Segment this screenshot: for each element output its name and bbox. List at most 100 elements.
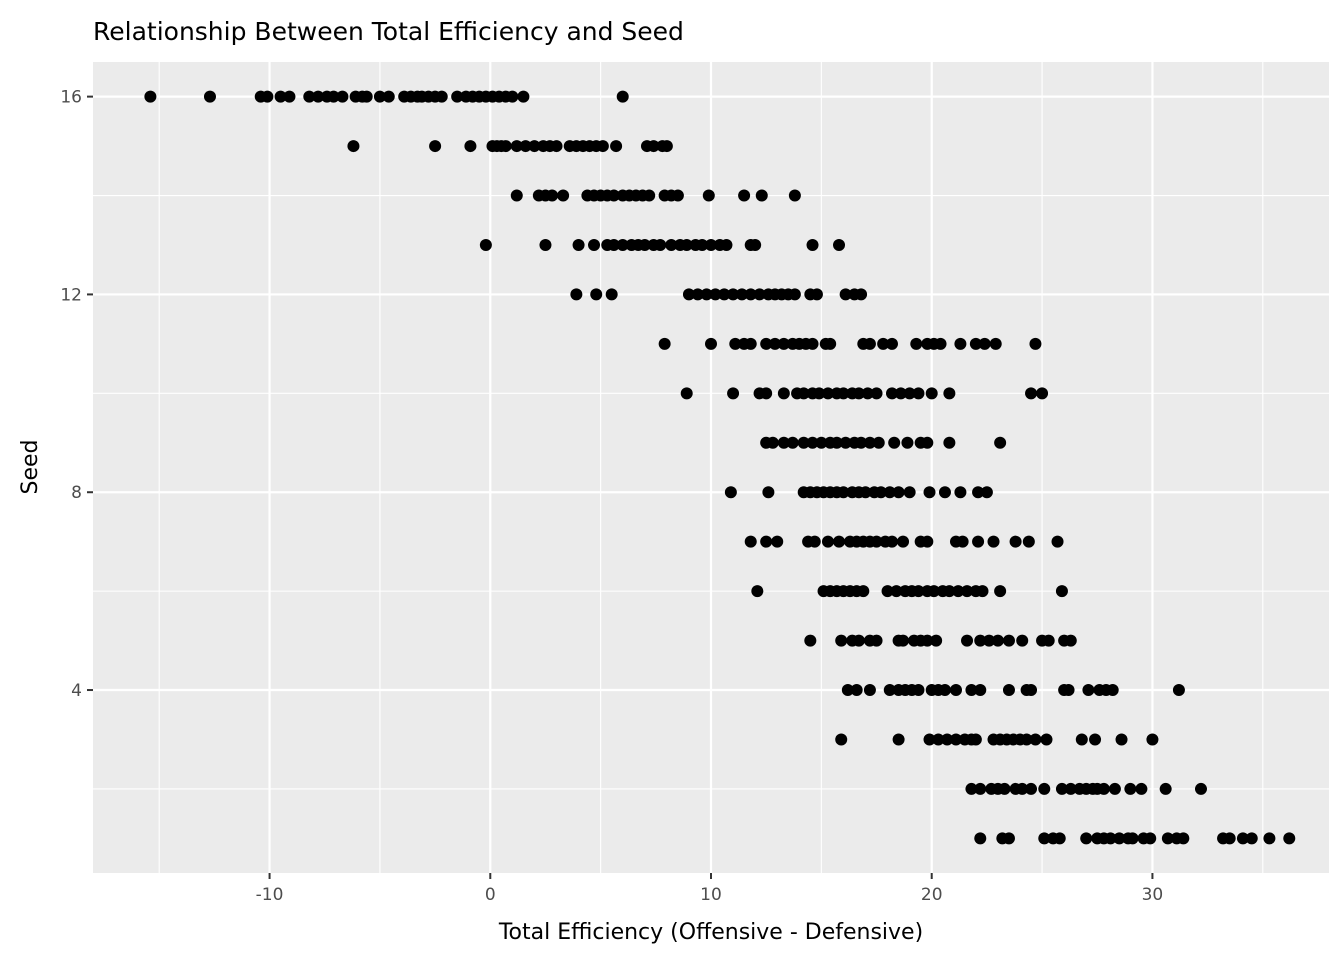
- data-point: [1055, 585, 1068, 598]
- data-point: [994, 436, 1007, 449]
- data-point: [382, 90, 395, 103]
- x-tick-label: 0: [485, 885, 496, 905]
- data-point: [1144, 832, 1157, 845]
- data-point: [510, 140, 523, 153]
- x-axis: -10 0 10 20 30: [256, 873, 1164, 905]
- data-point: [892, 486, 905, 499]
- y-tick-label: 4: [71, 681, 82, 701]
- data-point: [852, 634, 865, 647]
- data-point: [760, 535, 773, 548]
- data-point: [850, 684, 863, 697]
- y-axis: 4 8 12 16: [60, 88, 93, 701]
- data-point: [347, 140, 360, 153]
- data-point: [874, 486, 887, 499]
- data-point: [969, 337, 982, 350]
- data-point: [1051, 535, 1064, 548]
- data-point: [1025, 387, 1038, 400]
- data-point: [435, 90, 448, 103]
- data-point: [464, 140, 477, 153]
- data-point: [1159, 782, 1172, 795]
- data-point: [786, 436, 799, 449]
- data-point: [738, 189, 751, 202]
- data-point: [897, 535, 910, 548]
- data-point: [572, 238, 585, 251]
- data-point: [360, 90, 373, 103]
- data-point: [654, 238, 667, 251]
- data-point: [910, 337, 923, 350]
- data-point: [859, 486, 872, 499]
- data-point: [965, 684, 978, 697]
- data-point: [517, 90, 530, 103]
- data-point: [1236, 832, 1249, 845]
- data-point: [841, 684, 854, 697]
- x-tick-label: 30: [1142, 885, 1164, 905]
- data-point: [283, 90, 296, 103]
- data-point: [954, 486, 967, 499]
- data-point: [1025, 782, 1038, 795]
- data-point: [921, 535, 934, 548]
- data-point: [1146, 733, 1159, 746]
- x-tick-label: -10: [256, 885, 284, 905]
- data-point: [570, 288, 583, 301]
- data-point: [1097, 782, 1110, 795]
- data-point: [727, 288, 740, 301]
- data-point: [680, 387, 693, 400]
- data-point: [588, 238, 601, 251]
- data-point: [744, 535, 757, 548]
- data-point: [835, 733, 848, 746]
- data-point: [1223, 832, 1236, 845]
- data-point: [965, 782, 978, 795]
- data-point: [700, 288, 713, 301]
- data-point: [839, 436, 852, 449]
- data-point: [901, 436, 914, 449]
- data-point: [788, 288, 801, 301]
- data-point: [590, 288, 603, 301]
- data-point: [943, 436, 956, 449]
- data-point: [643, 189, 656, 202]
- data-point: [616, 238, 629, 251]
- data-point: [1064, 634, 1077, 647]
- data-point: [665, 238, 678, 251]
- data-point: [539, 238, 552, 251]
- data-point: [528, 140, 541, 153]
- data-point: [883, 684, 896, 697]
- data-point: [810, 288, 823, 301]
- data-point: [429, 140, 442, 153]
- data-point: [897, 634, 910, 647]
- data-point: [705, 337, 717, 350]
- data-point: [943, 387, 956, 400]
- data-point: [1194, 782, 1207, 795]
- data-point: [885, 387, 898, 400]
- data-point: [1038, 782, 1051, 795]
- data-point: [658, 337, 671, 350]
- data-point: [312, 90, 325, 103]
- data-point: [983, 634, 996, 647]
- data-point: [974, 634, 987, 647]
- data-point: [691, 288, 704, 301]
- data-point: [720, 238, 733, 251]
- data-point: [813, 387, 826, 400]
- data-point: [1089, 733, 1102, 746]
- y-axis-title: Seed: [18, 440, 43, 495]
- data-point: [903, 387, 916, 400]
- data-point: [824, 337, 837, 350]
- data-point: [660, 140, 673, 153]
- data-point: [777, 337, 790, 350]
- data-point: [837, 387, 850, 400]
- data-point: [806, 238, 819, 251]
- data-point: [1135, 782, 1148, 795]
- data-point: [797, 436, 810, 449]
- data-point: [1075, 733, 1088, 746]
- data-point: [680, 238, 693, 251]
- data-point: [952, 585, 965, 598]
- data-point: [1062, 684, 1075, 697]
- data-point: [510, 189, 523, 202]
- data-point: [815, 436, 828, 449]
- data-point: [972, 535, 985, 548]
- data-point: [550, 140, 563, 153]
- y-tick-label: 16: [60, 88, 82, 108]
- data-point: [696, 238, 709, 251]
- data-point: [261, 90, 274, 103]
- data-point: [923, 733, 936, 746]
- data-point: [806, 436, 819, 449]
